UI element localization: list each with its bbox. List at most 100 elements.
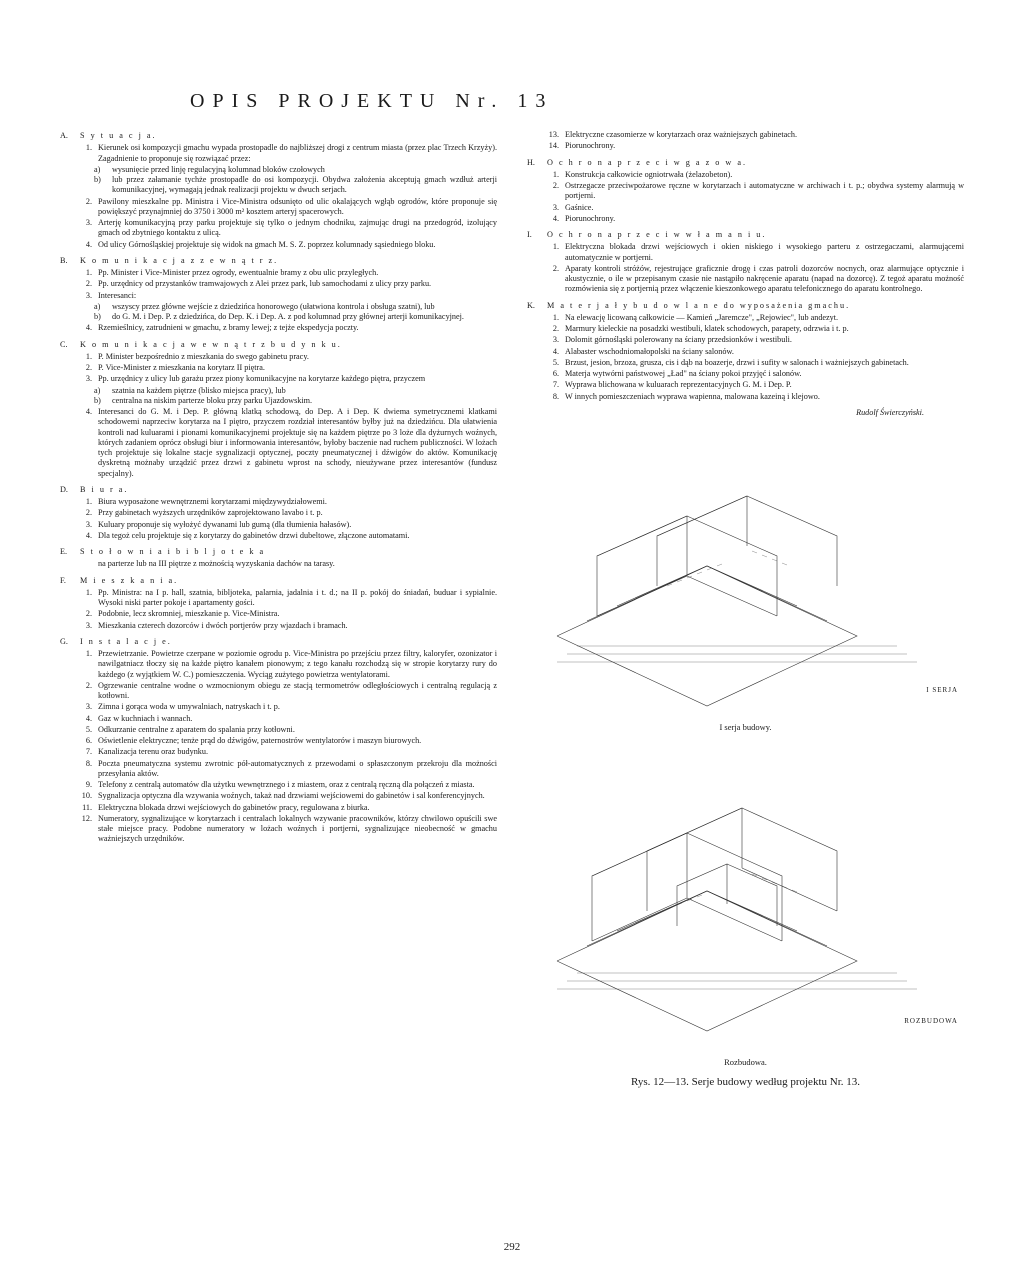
section-letter: E. xyxy=(60,547,74,557)
list-item: 4. Piorunochrony. xyxy=(545,214,964,224)
item-number: 7. xyxy=(545,380,559,390)
section: I.O c h r o n a p r z e c i w w ł a m a … xyxy=(527,230,964,295)
item-number: 3. xyxy=(78,291,92,301)
figure-bottom-side-label: ROZBUDOWA xyxy=(904,1017,958,1026)
list-item: 6.Materja wytwórni państwowej „Ład" na ś… xyxy=(545,369,964,379)
item-text: Aparaty kontroli stróżów, rejestrujące g… xyxy=(565,264,964,295)
item-number: 13. xyxy=(545,130,559,140)
item-number: 1. xyxy=(78,268,92,278)
item-text: Poczta pneumatyczna systemu zwrotnic pół… xyxy=(98,759,497,780)
section: G.I n s t a l a c j e.1.Przewietrzanie. … xyxy=(60,637,497,845)
list-item: 4.Interesanci do G. M. i Dep. P. główną … xyxy=(78,407,497,479)
item-number: 9. xyxy=(78,780,92,790)
list-item: 2.Ostrzegacze przeciwpożarowe ręczne w k… xyxy=(545,181,964,202)
figure-bottom-caption: Rozbudowa. xyxy=(527,1057,964,1068)
sub-key: b) xyxy=(94,396,106,406)
list-item: 3. Mieszkania czterech dozorców i dwóch p… xyxy=(78,621,497,631)
item-number: 6. xyxy=(545,369,559,379)
item-text: Pp. Minister i Vice-Minister przez ogrod… xyxy=(98,268,497,278)
item-text: Zimna i gorąca woda w umywalniach, natry… xyxy=(98,702,497,712)
list-item: 3.Pp. urzędnicy z ulicy lub garażu przez… xyxy=(78,374,497,384)
list-item: 8.Poczta pneumatyczna systemu zwrotnic p… xyxy=(78,759,497,780)
item-number: 3. xyxy=(78,218,92,239)
section-title: K o m u n i k a c j a w e w n ą t r z b … xyxy=(80,340,342,350)
item-number: 3. xyxy=(78,621,92,631)
item-text: Dolomit górnośląski polerowany na ściany… xyxy=(565,335,964,345)
left-column: A.S y t u a c j a.1.Kierunek osi kompozy… xyxy=(60,129,497,1091)
item-number: 1. xyxy=(78,649,92,680)
item-number: 4. xyxy=(545,214,559,224)
item-text: Kuluary proponuje się wyłożyć dywanami l… xyxy=(98,520,497,530)
list-item: 3.Dolomit górnośląski polerowany na ścia… xyxy=(545,335,964,345)
section: C.K o m u n i k a c j a w e w n ą t r z … xyxy=(60,340,497,479)
section: H.O c h r o n a p r z e c i w g a z o w … xyxy=(527,158,964,225)
item-number: 2. xyxy=(78,197,92,218)
figures-main-caption: Rys. 12—13. Serje budowy według projektu… xyxy=(527,1075,964,1090)
item-text: Biura wyposażone wewnętrznemi korytarzam… xyxy=(98,497,497,507)
item-text: Przewietrzanie. Powietrze czerpane w poz… xyxy=(98,649,497,680)
section-title: M a t e r j a ł y b u d o w l a n e do w… xyxy=(547,301,850,311)
item-number: 3. xyxy=(545,203,559,213)
section: E.S t o ł o w n i a i b i b l j o t e k … xyxy=(60,547,497,570)
list-item: 9.Telefony z centralą automatów dla użyt… xyxy=(78,780,497,790)
list-item: 2.Pp. urzędnicy od przystanków tramwajow… xyxy=(78,279,497,289)
item-text: Mieszkania czterech dozorców i dwóch por… xyxy=(98,621,497,631)
figure-top-caption: I serja budowy. xyxy=(527,722,964,733)
item-text: Podobnie, lecz skromniej, mieszkanie p. … xyxy=(98,609,497,619)
section-letter: D. xyxy=(60,485,74,495)
item-number: 3. xyxy=(78,374,92,384)
list-item: 1.Pp. Ministra: na I p. hall, szatnia, b… xyxy=(78,588,497,609)
section-heading: C.K o m u n i k a c j a w e w n ą t r z … xyxy=(60,340,497,350)
list-item: 3. Kuluary proponuje się wyłożyć dywanami… xyxy=(78,520,497,530)
sub-item: b) centralna na niskim parterze bloku prz… xyxy=(94,396,497,406)
list-item: 5.Odkurzanie centralne z aparatem do spa… xyxy=(78,725,497,735)
item-number: 2. xyxy=(78,681,92,702)
item-number: 2. xyxy=(545,264,559,295)
item-text: P. Vice-Minister z mieszkania na korytar… xyxy=(98,363,497,373)
item-number: 2. xyxy=(78,508,92,518)
list-item: 5.Brzust, jesion, brzoza, grusza, cis i … xyxy=(545,358,964,368)
item-text: Interesanci: xyxy=(98,291,497,301)
page: OPIS PROJEKTU Nr. 13 A.S y t u a c j a.1… xyxy=(0,0,1024,1281)
sub-text: centralna na niskim parterze bloku przy … xyxy=(112,396,497,406)
sub-item: a)wysunięcie przed linję regulacyjną kol… xyxy=(94,165,497,175)
item-text: W innych pomieszczeniach wyprawa wapienn… xyxy=(565,392,964,402)
item-text: Elektryczne czasomierze w korytarzach or… xyxy=(565,130,964,140)
section-letter: F. xyxy=(60,576,74,586)
item-text: P. Minister bezpośrednio z mieszkania do… xyxy=(98,352,497,362)
right-column-text: 13. Elektryczne czasomierze w korytarzach… xyxy=(527,130,964,402)
section-heading: B.K o m u n i k a c j a z z e w n ą t r … xyxy=(60,256,497,266)
item-number: 3. xyxy=(78,520,92,530)
item-text: Piorunochrony. xyxy=(565,141,964,151)
item-number: 5. xyxy=(545,358,559,368)
item-number: 1. xyxy=(78,143,92,164)
item-number: 4. xyxy=(78,407,92,479)
item-number: 4. xyxy=(78,531,92,541)
section-heading: D. B i u r a. xyxy=(60,485,497,495)
item-text: Piorunochrony. xyxy=(565,214,964,224)
item-text: na parterze lub na III piętrze z możnośc… xyxy=(98,559,497,569)
item-text: Elektryczna blokada drzwi wejściowych i … xyxy=(565,242,964,263)
section: B.K o m u n i k a c j a z z e w n ą t r … xyxy=(60,256,497,334)
section-title: B i u r a. xyxy=(80,485,128,495)
item-text: Ostrzegacze przeciwpożarowe ręczne w kor… xyxy=(565,181,964,202)
list-item: 3.Gaśnice. xyxy=(545,203,964,213)
section-title: O c h r o n a p r z e c i w g a z o w a. xyxy=(547,158,747,168)
list-item: 1.Elektryczna blokada drzwi wejściowych … xyxy=(545,242,964,263)
section: F.M i e s z k a n i a.1.Pp. Ministra: na… xyxy=(60,576,497,631)
page-number: 292 xyxy=(0,1241,1024,1253)
list-item: 2.Ogrzewanie centralne wodne o wzmocnion… xyxy=(78,681,497,702)
item-number: 10. xyxy=(78,791,92,801)
section-title: I n s t a l a c j e. xyxy=(80,637,172,647)
figure-bottom: ROZBUDOWA xyxy=(527,751,964,1051)
list-item: 6.Oświetlenie elektryczne; tenże prąd do… xyxy=(78,736,497,746)
list-item: 4.Dla tegoż celu projektuje się z koryta… xyxy=(78,531,497,541)
list-item: 2.Aparaty kontroli stróżów, rejestrujące… xyxy=(545,264,964,295)
item-number: 4. xyxy=(78,240,92,250)
isometric-drawing-bottom xyxy=(527,751,947,1051)
section-letter: B. xyxy=(60,256,74,266)
sub-text: wszyscy przez główne wejście z dziedzińc… xyxy=(112,302,497,312)
list-item: 3. Interesanci: xyxy=(78,291,497,301)
right-column: 13. Elektryczne czasomierze w korytarzach… xyxy=(527,129,964,1091)
item-number: 1. xyxy=(78,588,92,609)
